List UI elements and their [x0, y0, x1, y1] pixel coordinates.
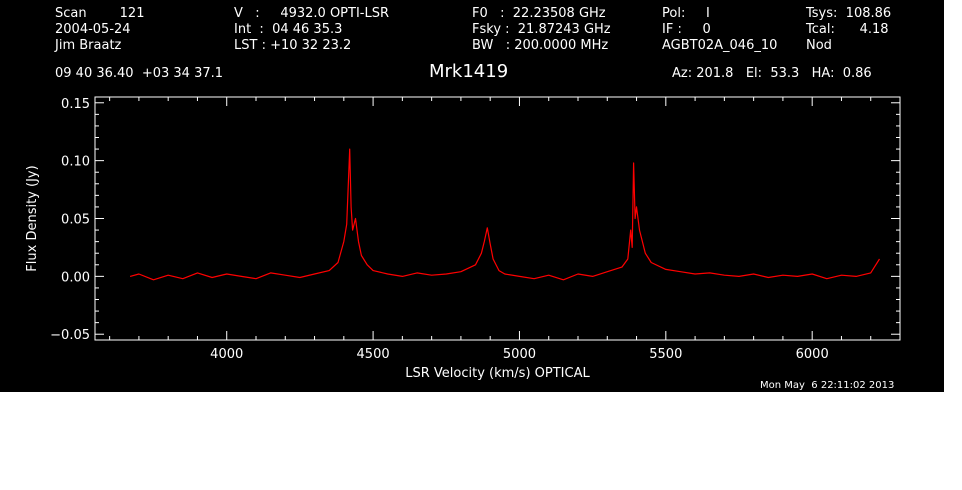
y-axis-label: Flux Density (Jy): [25, 165, 40, 271]
sky-frequency-label: Fsky : 21.87243 GHz: [472, 22, 611, 37]
if-label: IF : 0: [662, 22, 711, 37]
coordinates-label: 09 40 36.40 +03 34 37.1: [55, 66, 224, 81]
mode-label: Nod: [806, 38, 832, 53]
rest-frequency-label: F0 : 22.23508 GHz: [472, 6, 606, 21]
y-tick-label: 0.05: [61, 213, 90, 228]
y-tick-label: 0.15: [61, 97, 90, 112]
x-tick-label: 4000: [210, 347, 243, 362]
spectrum-chart: 4000 4500 5000 5500 6000 −0.05 0.00 0.05 0.10 0.1…: [25, 96, 901, 381]
x-tick-label: 5500: [649, 347, 682, 362]
bandwidth-label: BW : 200.0000 MHz: [472, 38, 609, 53]
tcal-label: Tcal: 4.18: [806, 22, 889, 37]
x-tick-label: 4500: [357, 347, 390, 362]
integration-label: Int : 04 46 35.3: [234, 22, 343, 37]
lst-label: LST : +10 32 23.2: [234, 38, 352, 53]
source-name: Mrk1419: [429, 61, 509, 82]
y-tick-label: 0.00: [61, 270, 90, 285]
x-tick-label: 6000: [796, 347, 829, 362]
tsys-label: Tsys: 108.86: [806, 6, 892, 21]
velocity-label: V : 4932.0 OPTI-LSR: [234, 6, 390, 21]
plot-frame: [94, 96, 901, 341]
x-axis-label: LSR Velocity (km/s) OPTICAL: [405, 366, 590, 381]
observer-label: Jim Braatz: [55, 38, 122, 53]
y-tick-label: −0.05: [50, 328, 90, 343]
date-label: 2004-05-24: [55, 22, 131, 37]
plot-panel: Scan 121 2004-05-24 Jim Braatz V : 4932.…: [0, 0, 944, 392]
x-tick-label: 5000: [503, 347, 536, 362]
az-el-ha-label: Az: 201.8 El: 53.3 HA: 0.86: [672, 66, 872, 81]
y-tick-label: 0.10: [61, 155, 90, 170]
spectrum-series-line: [129, 148, 881, 281]
timestamp: Mon May 6 22:11:02 2013: [760, 380, 895, 391]
project-label: AGBT02A_046_10: [662, 38, 778, 53]
scan-label: Scan 121: [55, 6, 145, 21]
polarization-label: Pol: I: [662, 6, 710, 21]
